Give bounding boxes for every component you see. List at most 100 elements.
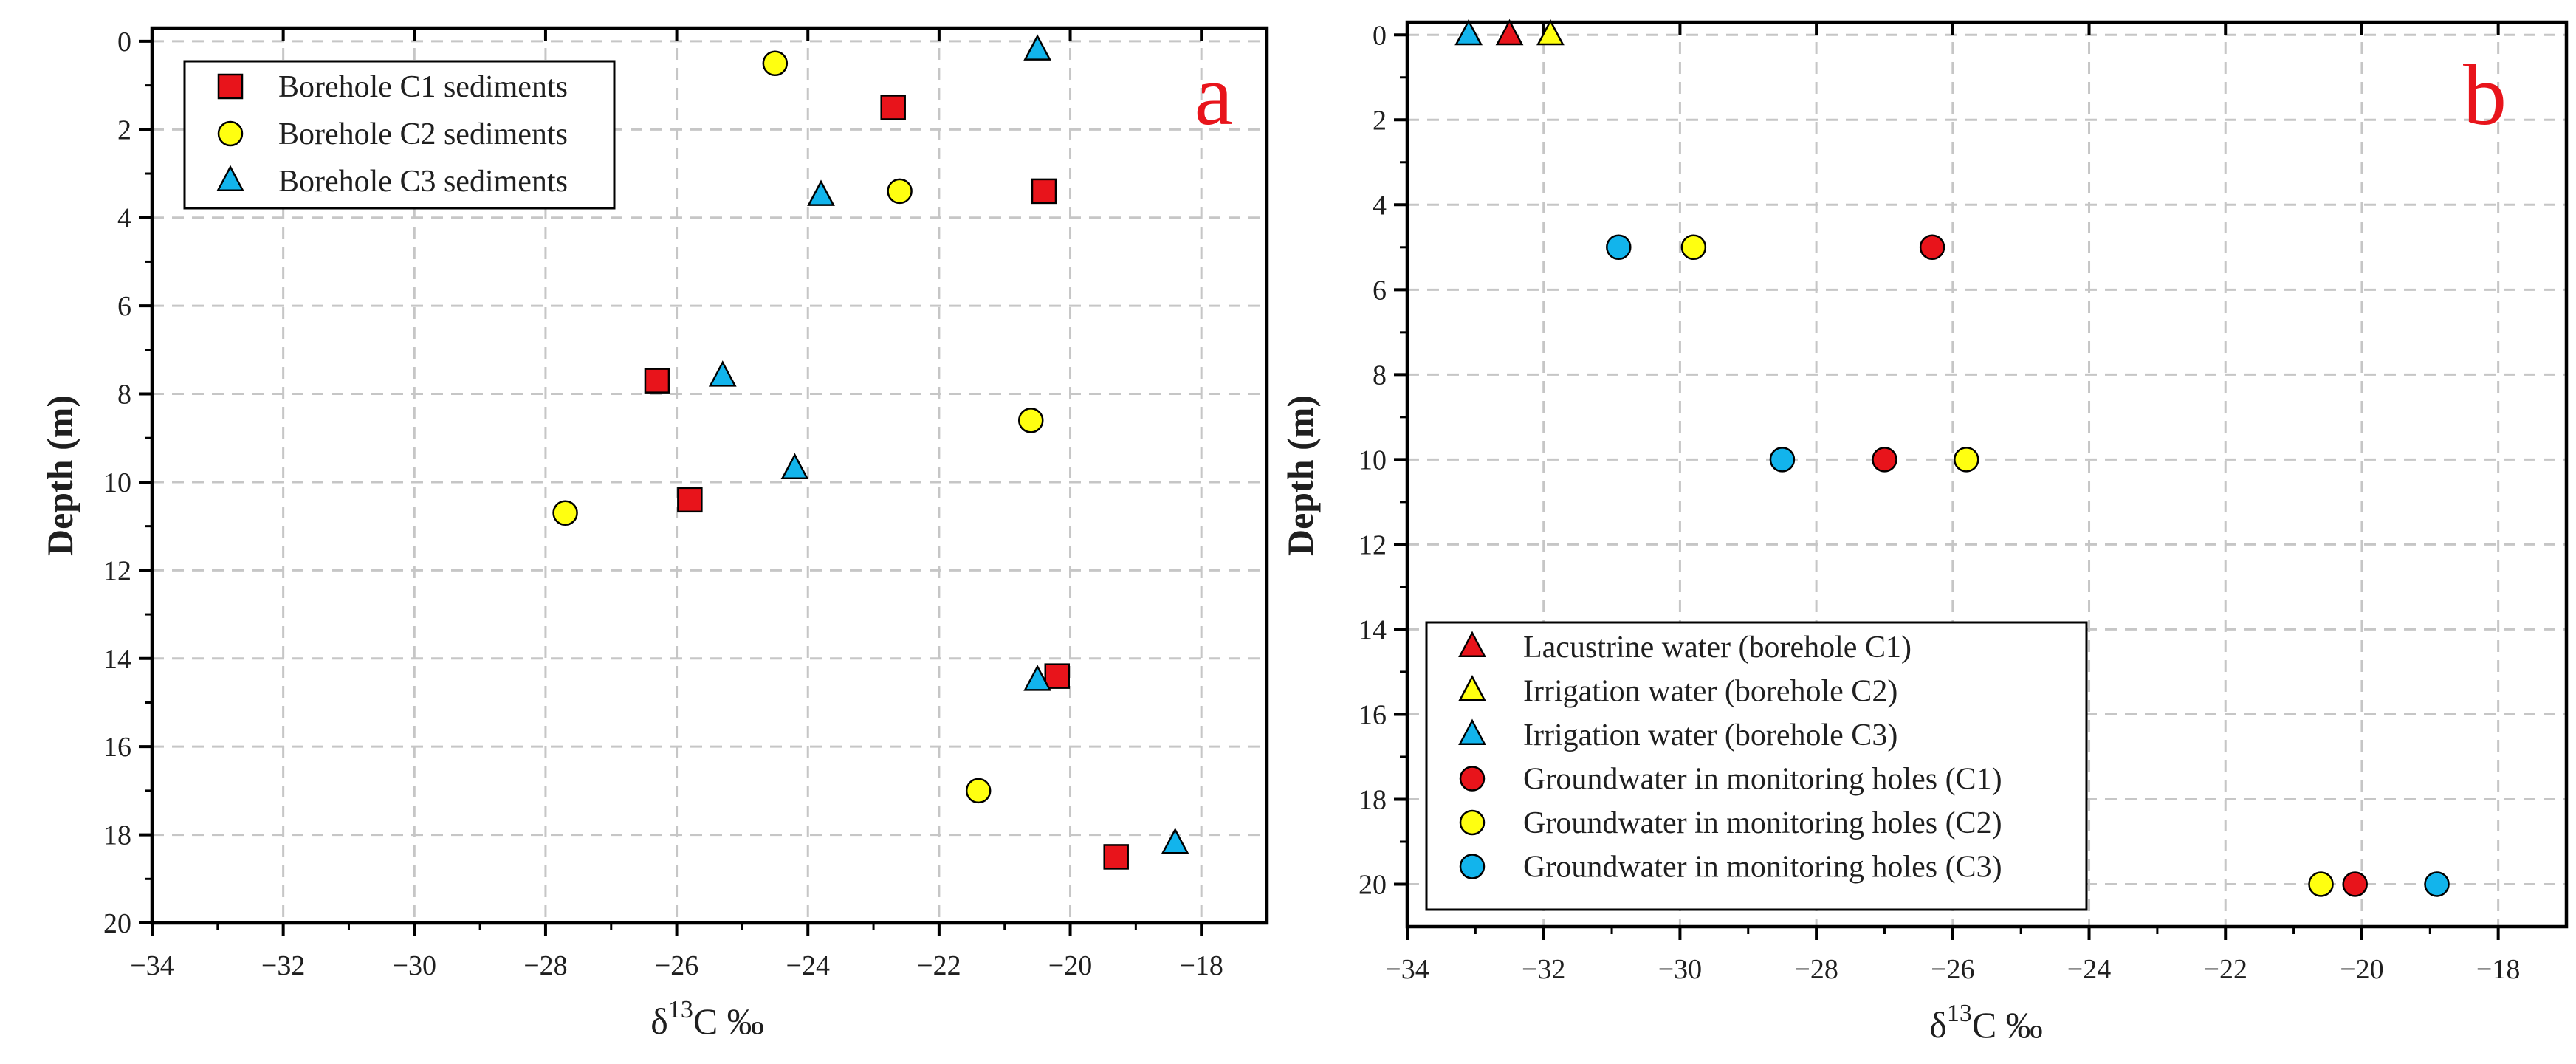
x-tick-label: −30 bbox=[1658, 954, 1702, 985]
y-tick-label: 6 bbox=[117, 291, 131, 322]
y-tick-label: 0 bbox=[117, 27, 131, 58]
x-axis-title-main: δ bbox=[650, 1000, 668, 1042]
point-triangle-cyan bbox=[1023, 34, 1051, 61]
x-tick-label: −24 bbox=[786, 950, 830, 981]
legend-marker bbox=[1458, 631, 1486, 658]
y-axis: 0 2 4 6 8 10 12 14 16 18 20 bbox=[103, 27, 152, 939]
y-axis-title: Depth (m) bbox=[39, 395, 80, 556]
x-tick-label: −32 bbox=[1522, 954, 1565, 985]
point-circle-yellow bbox=[887, 178, 913, 205]
point-triangle-cyan bbox=[1023, 665, 1051, 691]
y-axis-title: Depth (m) bbox=[1280, 395, 1321, 556]
y-tick-label: 6 bbox=[1373, 275, 1387, 306]
y-tick-label: 14 bbox=[103, 644, 131, 675]
point-circle-cyan bbox=[1769, 447, 1796, 473]
x-tick-label: −24 bbox=[2067, 954, 2111, 985]
point-triangle-cyan bbox=[807, 179, 835, 206]
legend-marker bbox=[1459, 854, 1486, 879]
x-tick-label: −22 bbox=[2204, 954, 2247, 985]
plot-frame bbox=[150, 26, 1269, 925]
legend-marker bbox=[217, 73, 244, 100]
legend-label: Borehole C2 sediments bbox=[278, 117, 568, 151]
legend-label: Borehole C1 sediments bbox=[278, 70, 568, 104]
point-circle-yellow bbox=[965, 778, 992, 804]
x-tick-label: −34 bbox=[130, 950, 174, 981]
y-tick-label: 0 bbox=[1373, 20, 1387, 51]
legend-label: Groundwater in monitoring holes (C1) bbox=[1523, 763, 2002, 797]
y-tick-label: 8 bbox=[117, 380, 131, 411]
y-tick-label: 12 bbox=[103, 555, 131, 586]
x-axis-title-sup: 13 bbox=[1947, 1000, 1972, 1027]
legend-box bbox=[1425, 621, 2088, 911]
x-tick-label: −20 bbox=[1048, 950, 1092, 981]
point-triangle-red bbox=[1495, 18, 1524, 46]
point-circle-red bbox=[1872, 447, 1897, 473]
legend-box bbox=[183, 60, 616, 210]
x-axis-title-tail: C ‰ bbox=[1972, 1004, 2043, 1046]
x-tick-label: −30 bbox=[393, 950, 436, 981]
y-tick-label: 12 bbox=[1359, 529, 1387, 560]
legend-marker bbox=[1458, 674, 1486, 701]
y-tick-label: 10 bbox=[1359, 445, 1387, 476]
x-tick-label: −34 bbox=[1385, 954, 1429, 985]
legend: Lacustrine water (borehole C1) Irrigation… bbox=[1425, 621, 2088, 911]
x-tick-label: −26 bbox=[1931, 954, 1974, 985]
panel-label: b bbox=[2463, 47, 2507, 143]
point-square-red bbox=[1044, 663, 1071, 689]
point-triangle-yellow bbox=[1536, 18, 1565, 46]
y-tick-label: 18 bbox=[103, 820, 131, 851]
y-tick-label: 16 bbox=[1359, 699, 1387, 730]
y-tick-label: 8 bbox=[1373, 360, 1387, 391]
point-circle-yellow bbox=[552, 500, 578, 526]
legend-label: Irrigation water (borehole C2) bbox=[1523, 675, 1897, 709]
y-tick-label: 14 bbox=[1359, 614, 1387, 645]
point-square-red bbox=[1031, 178, 1057, 205]
data-points bbox=[1454, 18, 2450, 897]
point-circle-yellow bbox=[1017, 408, 1044, 433]
point-triangle-cyan bbox=[780, 453, 809, 480]
x-axis-title-main: δ bbox=[1929, 1004, 1947, 1046]
y-tick-label: 18 bbox=[1359, 784, 1387, 815]
y-tick-label: 20 bbox=[103, 908, 131, 939]
point-square-red bbox=[677, 487, 703, 513]
y-tick-label: 2 bbox=[1373, 105, 1387, 136]
point-circle-yellow bbox=[1954, 447, 1979, 473]
x-tick-label: −18 bbox=[2476, 954, 2520, 985]
point-circle-red bbox=[1919, 234, 1945, 261]
legend-label: Groundwater in monitoring holes (C3) bbox=[1523, 851, 2002, 885]
point-circle-yellow bbox=[762, 50, 789, 77]
x-tick-label: −20 bbox=[2340, 954, 2383, 985]
legend-marker bbox=[1459, 766, 1486, 792]
data-points bbox=[552, 34, 1189, 870]
y-tick-label: 20 bbox=[1359, 869, 1387, 900]
panel-label: a bbox=[1195, 47, 1233, 143]
point-circle-yellow bbox=[2308, 871, 2334, 897]
point-triangle-cyan bbox=[1161, 828, 1189, 854]
point-circle-cyan bbox=[1606, 234, 1632, 261]
x-axis: −34 −32 −30 −28 −26 −24 −22 −20 −18 bbox=[1385, 22, 2520, 985]
x-tick-label: −22 bbox=[917, 950, 961, 981]
x-axis-title: δ13C ‰ bbox=[1929, 1000, 2042, 1046]
x-axis-title-sup: 13 bbox=[668, 996, 693, 1023]
legend-label: Irrigation water (borehole C3) bbox=[1523, 718, 1897, 752]
x-tick-label: −28 bbox=[1794, 954, 1838, 985]
point-square-red bbox=[644, 368, 670, 394]
point-triangle-cyan bbox=[1454, 18, 1483, 46]
legend-label: Lacustrine water (borehole C1) bbox=[1523, 631, 1912, 665]
legend-label: Groundwater in monitoring holes (C2) bbox=[1523, 806, 2002, 840]
legend-marker bbox=[1459, 809, 1486, 836]
y-tick-label: 4 bbox=[117, 203, 131, 234]
chart-panel-a: −34 −32 −30 −28 −26 −24 −22 −20 −18 0 2 4 6 8 10 12 14 16… bbox=[39, 26, 1269, 1042]
y-tick-label: 10 bbox=[103, 467, 131, 498]
y-tick-label: 16 bbox=[103, 732, 131, 763]
x-tick-label: −32 bbox=[261, 950, 305, 981]
point-circle-red bbox=[2342, 871, 2368, 897]
y-tick-label: 4 bbox=[1373, 190, 1387, 221]
point-circle-cyan bbox=[2424, 871, 2450, 897]
legend-marker bbox=[216, 165, 244, 192]
chart-panel-b: −34 −32 −30 −28 −26 −24 −22 −20 −18 0 2 4 6 8 10 12 14 16… bbox=[1280, 18, 2569, 1046]
x-axis-title: δ13C ‰ bbox=[650, 996, 763, 1042]
point-square-red bbox=[1103, 844, 1129, 870]
x-tick-label: −18 bbox=[1179, 950, 1223, 981]
